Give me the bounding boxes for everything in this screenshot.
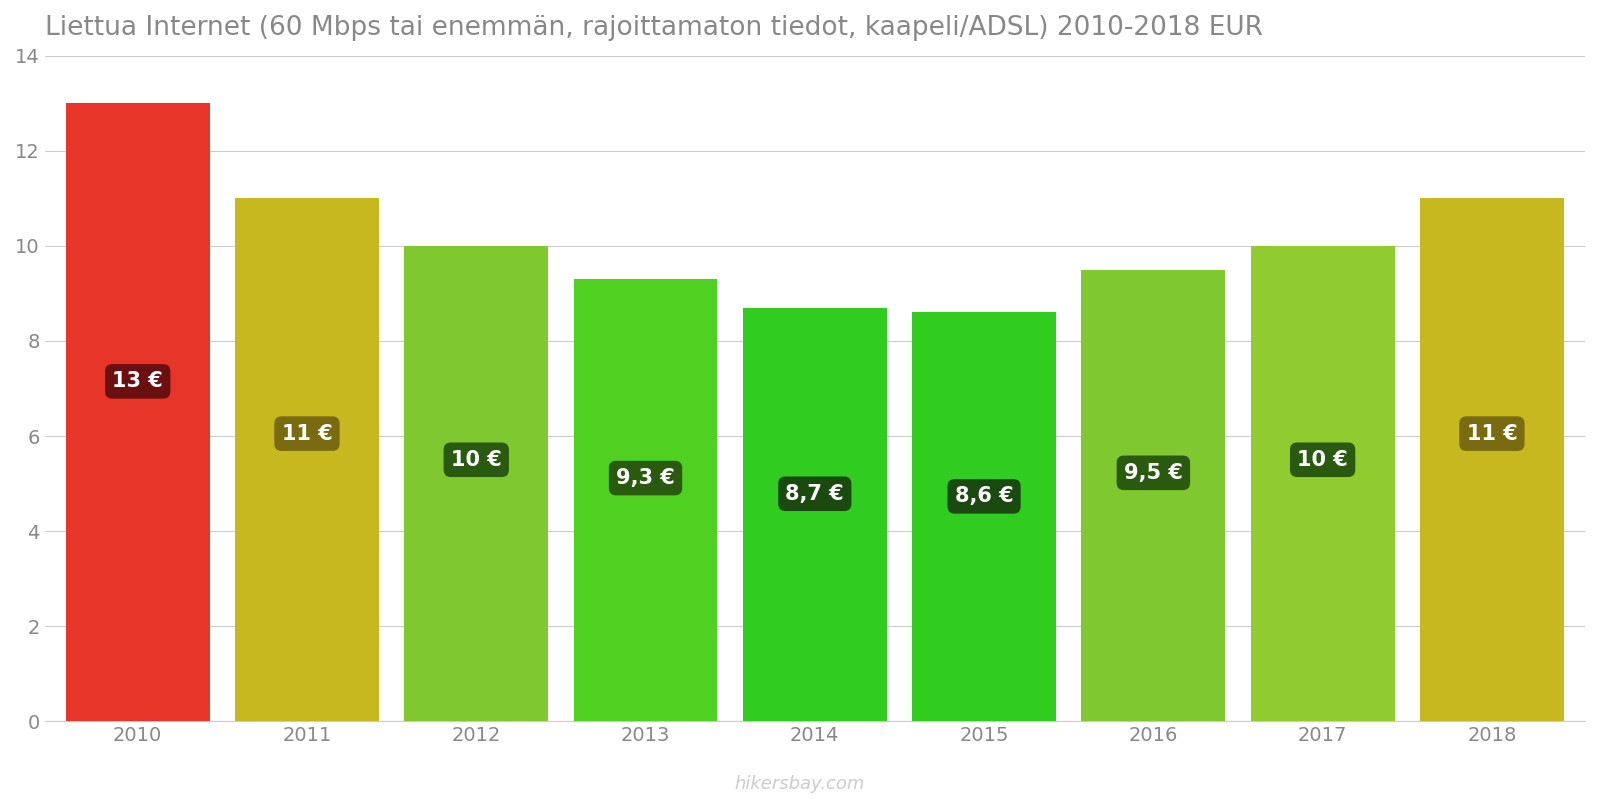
Text: 11 €: 11 € [282,424,333,444]
Text: hikersbay.com: hikersbay.com [734,775,866,793]
Text: 10 €: 10 € [451,450,502,470]
Bar [405,246,549,721]
Bar [1419,198,1563,721]
Bar [1251,246,1395,721]
Text: 10 €: 10 € [1298,450,1349,470]
Text: 8,6 €: 8,6 € [955,486,1013,506]
Bar [573,279,717,721]
Text: 9,5 €: 9,5 € [1123,463,1182,483]
Text: 8,7 €: 8,7 € [786,484,845,504]
Bar [66,103,210,721]
Bar [912,313,1056,721]
Bar [1082,270,1226,721]
Text: 13 €: 13 € [112,371,163,391]
Text: Liettua Internet (60 Mbps tai enemmän, rajoittamaton tiedot, kaapeli/ADSL) 2010-: Liettua Internet (60 Mbps tai enemmän, r… [45,15,1262,41]
Bar [742,308,886,721]
Text: 11 €: 11 € [1467,424,1517,444]
Bar [235,198,379,721]
Text: 9,3 €: 9,3 € [616,468,675,488]
